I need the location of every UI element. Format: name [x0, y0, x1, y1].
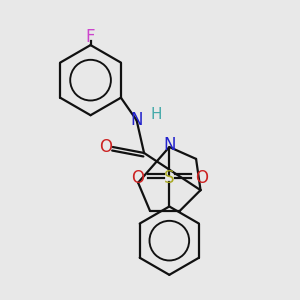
Text: N: N	[130, 111, 143, 129]
Text: N: N	[163, 136, 176, 154]
Text: S: S	[164, 169, 175, 187]
Text: H: H	[150, 107, 162, 122]
Text: O: O	[99, 138, 112, 156]
Text: O: O	[131, 169, 144, 187]
Text: O: O	[195, 169, 208, 187]
Text: F: F	[86, 28, 95, 46]
